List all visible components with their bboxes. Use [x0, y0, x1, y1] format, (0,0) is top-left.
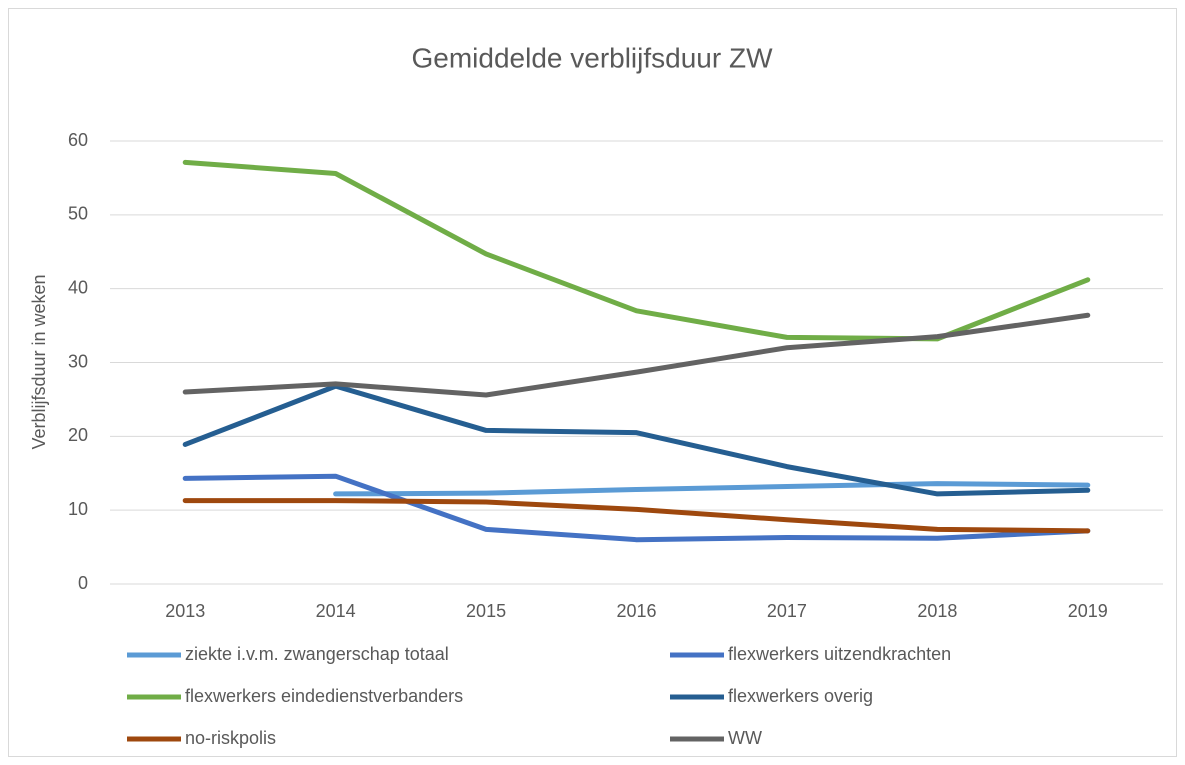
y-tick-label: 0	[78, 573, 88, 593]
chart-frame	[8, 8, 1177, 757]
series-line	[333, 481, 1091, 497]
legend-label: flexwerkers eindedienstverbanders	[185, 686, 463, 706]
y-tick-label: 50	[68, 204, 88, 224]
x-tick-label: 2017	[767, 601, 807, 621]
y-tick-label: 30	[68, 351, 88, 371]
x-tick-label: 2014	[316, 601, 356, 621]
y-axis-label: Verblijfsduur in weken	[29, 274, 49, 449]
legend-label: WW	[728, 728, 762, 748]
x-tick-label: 2018	[917, 601, 957, 621]
x-tick-label: 2013	[165, 601, 205, 621]
legend-label: no-riskpolis	[185, 728, 276, 748]
series-line	[182, 473, 1091, 543]
x-tick-label: 2016	[616, 601, 656, 621]
x-tick-label: 2019	[1068, 601, 1108, 621]
y-tick-label: 60	[68, 130, 88, 150]
legend-label: flexwerkers uitzendkrachten	[728, 644, 951, 664]
y-tick-label: 10	[68, 499, 88, 519]
y-tick-label: 20	[68, 425, 88, 445]
chart-title: Gemiddelde verblijfsduur ZW	[411, 42, 773, 73]
legend-label: flexwerkers overig	[728, 686, 873, 706]
x-tick-label: 2015	[466, 601, 506, 621]
y-tick-label: 40	[68, 277, 88, 297]
series-line	[182, 498, 1091, 534]
legend-label: ziekte i.v.m. zwangerschap totaal	[185, 644, 449, 664]
series-line	[182, 312, 1091, 398]
